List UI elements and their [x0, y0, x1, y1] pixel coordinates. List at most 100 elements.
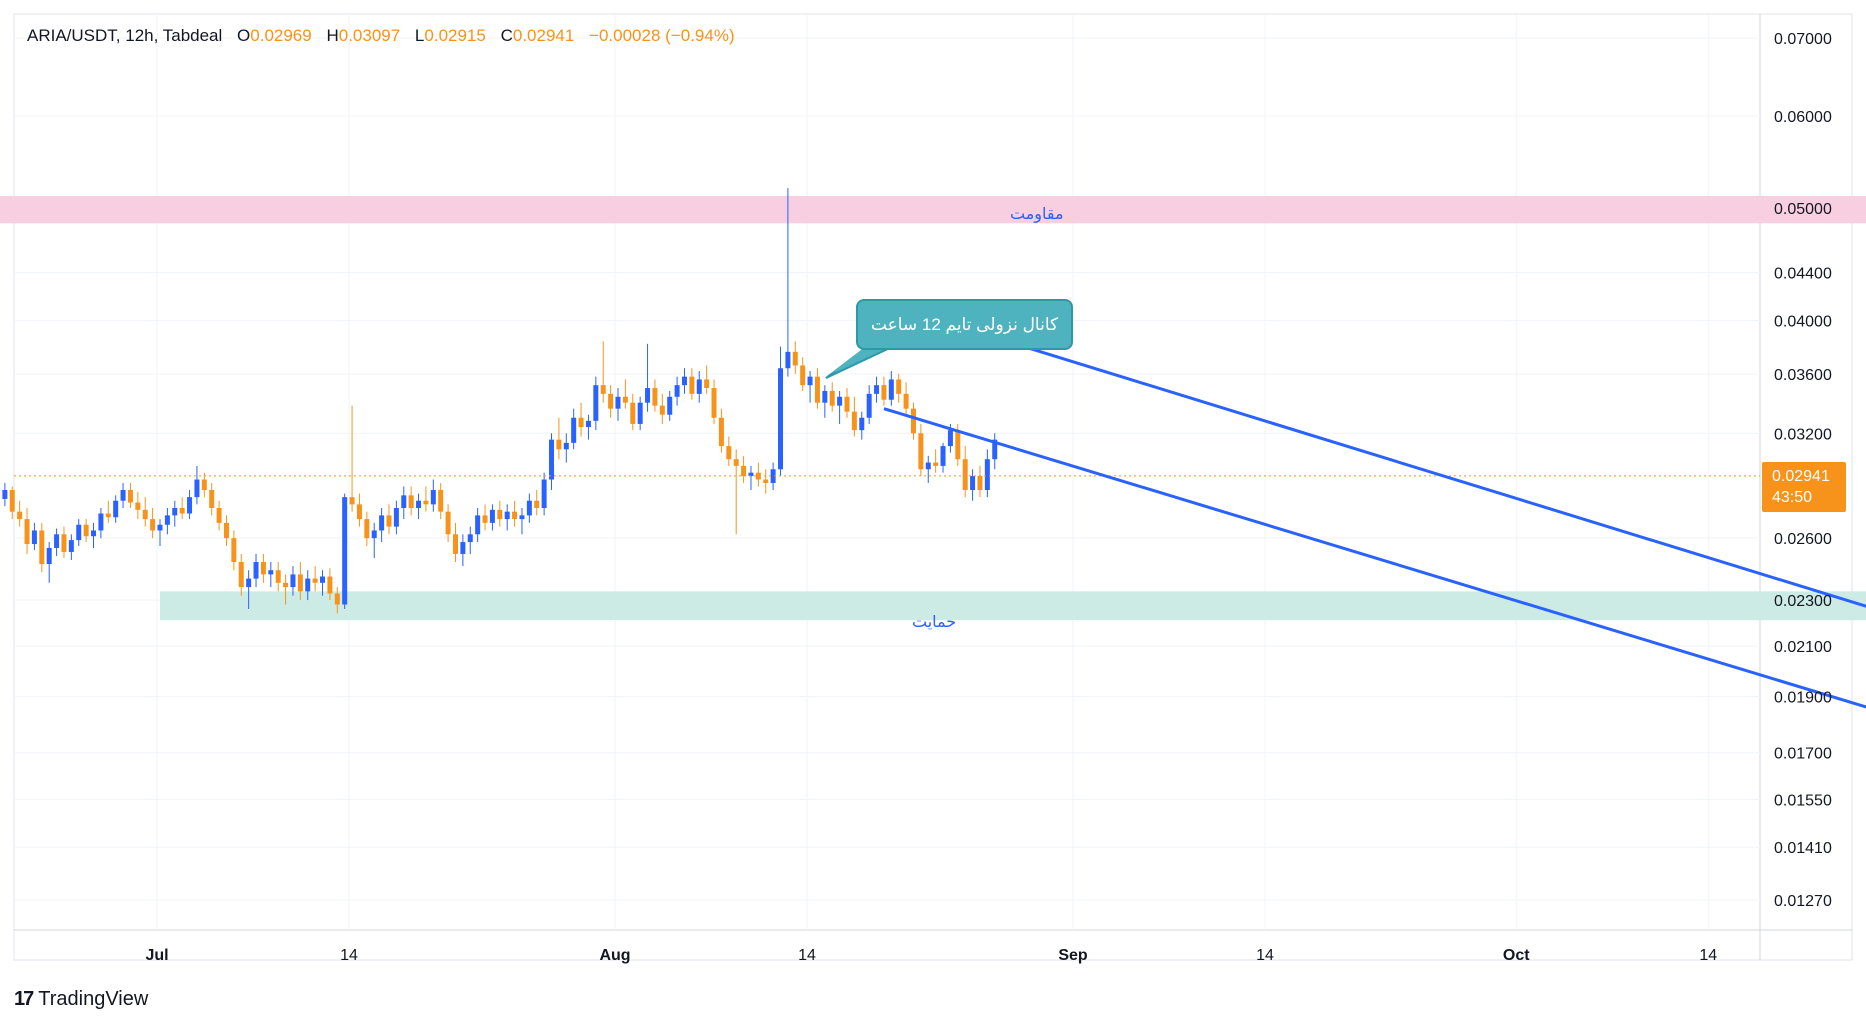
candle: [83, 519, 89, 543]
candle-body: [903, 393, 909, 409]
candle-body: [770, 469, 776, 484]
candle-body: [61, 534, 67, 552]
x-tick-label: 14: [340, 947, 358, 964]
tradingview-brand[interactable]: 17 TradingView: [14, 988, 148, 1011]
price-zones: [0, 195, 1866, 621]
candle-body: [866, 393, 872, 418]
candle: [246, 570, 252, 609]
candle: [61, 526, 67, 558]
candle-body: [467, 534, 473, 543]
high-value: 0.03097: [338, 26, 401, 45]
candle: [475, 508, 481, 543]
candle: [992, 433, 998, 470]
low-value: 0.02915: [424, 26, 486, 45]
y-tick-label: 0.04000: [1774, 314, 1832, 331]
channel-callout[interactable]: کانال نزولی تایم 12 ساعت: [856, 299, 1073, 350]
candle-body: [741, 465, 747, 477]
candle: [17, 500, 23, 527]
candle: [571, 408, 577, 450]
resistance-zone: [0, 195, 1866, 224]
candle: [800, 357, 806, 391]
candle-body: [645, 388, 651, 403]
x-tick-label: 14: [1699, 947, 1717, 964]
candle: [778, 346, 784, 477]
candle-body: [837, 396, 843, 406]
candle: [2, 483, 8, 507]
candle: [460, 534, 466, 567]
candle: [785, 188, 791, 377]
candle: [157, 519, 163, 546]
candle: [423, 486, 429, 512]
candle-body: [172, 508, 178, 516]
candle: [763, 469, 769, 494]
candle-body: [955, 430, 961, 460]
candle: [637, 396, 643, 431]
candle: [689, 368, 695, 400]
candle: [556, 417, 562, 460]
candle-body: [482, 515, 488, 523]
candle-body: [534, 500, 540, 509]
candle-body: [726, 446, 732, 460]
candle-body: [91, 530, 97, 537]
candle: [194, 465, 200, 505]
candle-body: [674, 385, 680, 397]
candle: [549, 433, 555, 491]
candle-body: [526, 500, 532, 516]
candle: [925, 455, 931, 484]
candle-body: [844, 396, 850, 412]
candle: [142, 497, 148, 527]
candle-body: [593, 385, 599, 421]
candle: [283, 574, 289, 605]
candle-body: [681, 376, 687, 386]
candle: [681, 368, 687, 394]
symbol-legend: ARIA/USDT, 12h, Tabdeal O0.02969 H0.0309…: [27, 26, 735, 46]
candle: [829, 382, 835, 412]
candle-body: [231, 538, 237, 563]
candle-body: [364, 519, 370, 539]
candle-body: [320, 576, 326, 583]
candle-body: [379, 515, 385, 531]
candle-body: [297, 574, 303, 592]
close-value: 0.02941: [512, 26, 575, 45]
candle: [467, 526, 473, 554]
candle-body: [859, 417, 865, 431]
candle: [201, 472, 207, 498]
y-tick-label: 0.01270: [1774, 893, 1832, 910]
candle-body: [977, 476, 983, 491]
candle-body: [452, 534, 458, 554]
candle: [859, 411, 865, 440]
candle-body: [733, 459, 739, 466]
candle: [874, 376, 880, 403]
candle-body: [164, 515, 170, 525]
candle-body: [881, 385, 887, 400]
candle: [977, 465, 983, 498]
candle: [172, 500, 178, 527]
candle: [962, 446, 968, 498]
candle: [31, 522, 37, 550]
candle-body: [54, 534, 60, 548]
candle: [120, 483, 126, 509]
candle-body: [851, 411, 857, 431]
candle: [504, 504, 510, 531]
candle: [113, 495, 119, 523]
candle-body: [600, 385, 606, 394]
candle-body: [17, 511, 23, 520]
candle: [718, 408, 724, 453]
candle-body: [925, 462, 931, 470]
candle-body: [910, 408, 916, 434]
candle: [135, 491, 141, 520]
candle: [209, 483, 215, 516]
candle: [851, 396, 857, 437]
y-tick-label: 0.01410: [1774, 840, 1832, 857]
candle-body: [2, 490, 8, 499]
candle-body: [962, 459, 968, 491]
candle: [512, 500, 518, 527]
candle: [187, 490, 193, 520]
candle-body: [630, 402, 636, 424]
candle-body: [150, 519, 156, 531]
support-zone: [160, 591, 1866, 621]
candle: [127, 483, 133, 509]
candle: [253, 553, 259, 588]
candle: [881, 376, 887, 406]
